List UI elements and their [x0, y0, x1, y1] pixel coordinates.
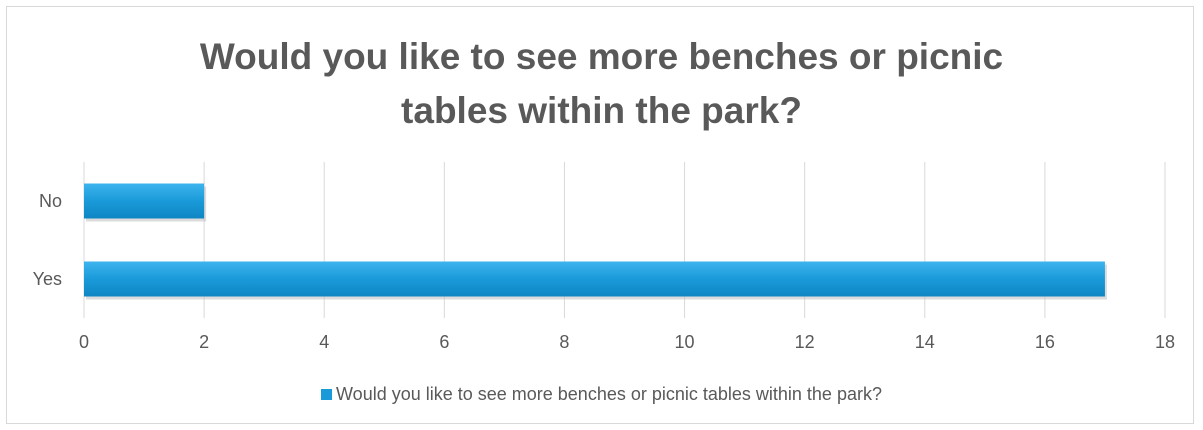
bar-no [84, 183, 205, 219]
chart-title-text: Would you like to see more benches or pi… [199, 36, 1004, 131]
x-tick-label: 4 [319, 332, 329, 352]
chart-title: Would you like to see more benches or pi… [0, 30, 1203, 138]
category-label-yes: Yes [33, 269, 62, 289]
category-label-no: No [39, 191, 62, 211]
legend-label: Would you like to see more benches or pi… [336, 384, 882, 404]
x-tick-label: 14 [915, 332, 935, 352]
x-tick-label: 12 [795, 332, 815, 352]
x-tick-label: 16 [1035, 332, 1055, 352]
x-axis-ticks: 0 2 4 6 8 10 12 14 16 18 [79, 332, 1175, 352]
category-labels: No Yes [33, 191, 62, 289]
x-tick-label: 6 [439, 332, 449, 352]
x-tick-label: 18 [1155, 332, 1175, 352]
x-tick-label: 10 [675, 332, 695, 352]
legend: Would you like to see more benches or pi… [0, 384, 1203, 405]
x-tick-label: 8 [559, 332, 569, 352]
bars [84, 183, 1107, 300]
x-tick-label: 2 [199, 332, 209, 352]
x-tick-label: 0 [79, 332, 89, 352]
bar-yes [84, 261, 1105, 297]
legend-swatch [321, 389, 333, 400]
